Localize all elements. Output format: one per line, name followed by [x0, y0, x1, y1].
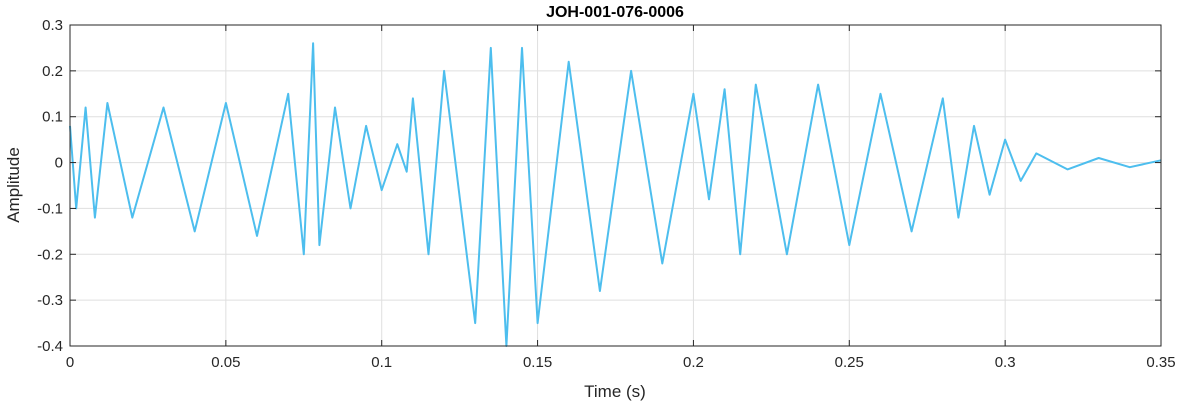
plot-area — [69, 42, 1162, 347]
x-tick-label-0: 0 — [66, 354, 74, 371]
y-tick-label-0: -0.4 — [37, 338, 63, 355]
y-tick-label-2: -0.2 — [37, 246, 63, 263]
y-tick-label-3: -0.1 — [37, 200, 63, 217]
y-tick-label-7: 0.3 — [42, 17, 63, 34]
y-tick-label-6: 0.2 — [42, 63, 63, 80]
x-tick-label-5: 0.25 — [835, 354, 864, 371]
axes-box — [69, 24, 1162, 347]
x-tick-label-2: 0.1 — [371, 354, 392, 371]
y-tick-label-5: 0.1 — [42, 109, 63, 126]
x-axis-label: Time (s) — [584, 382, 646, 401]
x-tick-label-1: 0.05 — [211, 354, 240, 371]
x-axis-ticks: 0 0.05 0.1 0.15 0.2 0.25 0.3 0.35 — [66, 25, 1176, 371]
grid-lines — [69, 24, 1162, 347]
x-tick-label-3: 0.15 — [523, 354, 552, 371]
y-tick-label-1: -0.3 — [37, 292, 63, 309]
waveform-line-0 — [69, 42, 1162, 347]
x-tick-label-7: 0.35 — [1146, 354, 1175, 371]
x-tick-label-4: 0.2 — [683, 354, 704, 371]
chart-title: JOH-001-076-0006 — [546, 4, 684, 21]
y-axis-label: Amplitude — [4, 147, 23, 223]
x-tick-label-6: 0.3 — [995, 354, 1016, 371]
y-tick-label-4: 0 — [55, 155, 63, 172]
y-axis-ticks: -0.4 -0.3 -0.2 -0.1 0 0.1 0.2 0.3 — [37, 17, 1161, 355]
